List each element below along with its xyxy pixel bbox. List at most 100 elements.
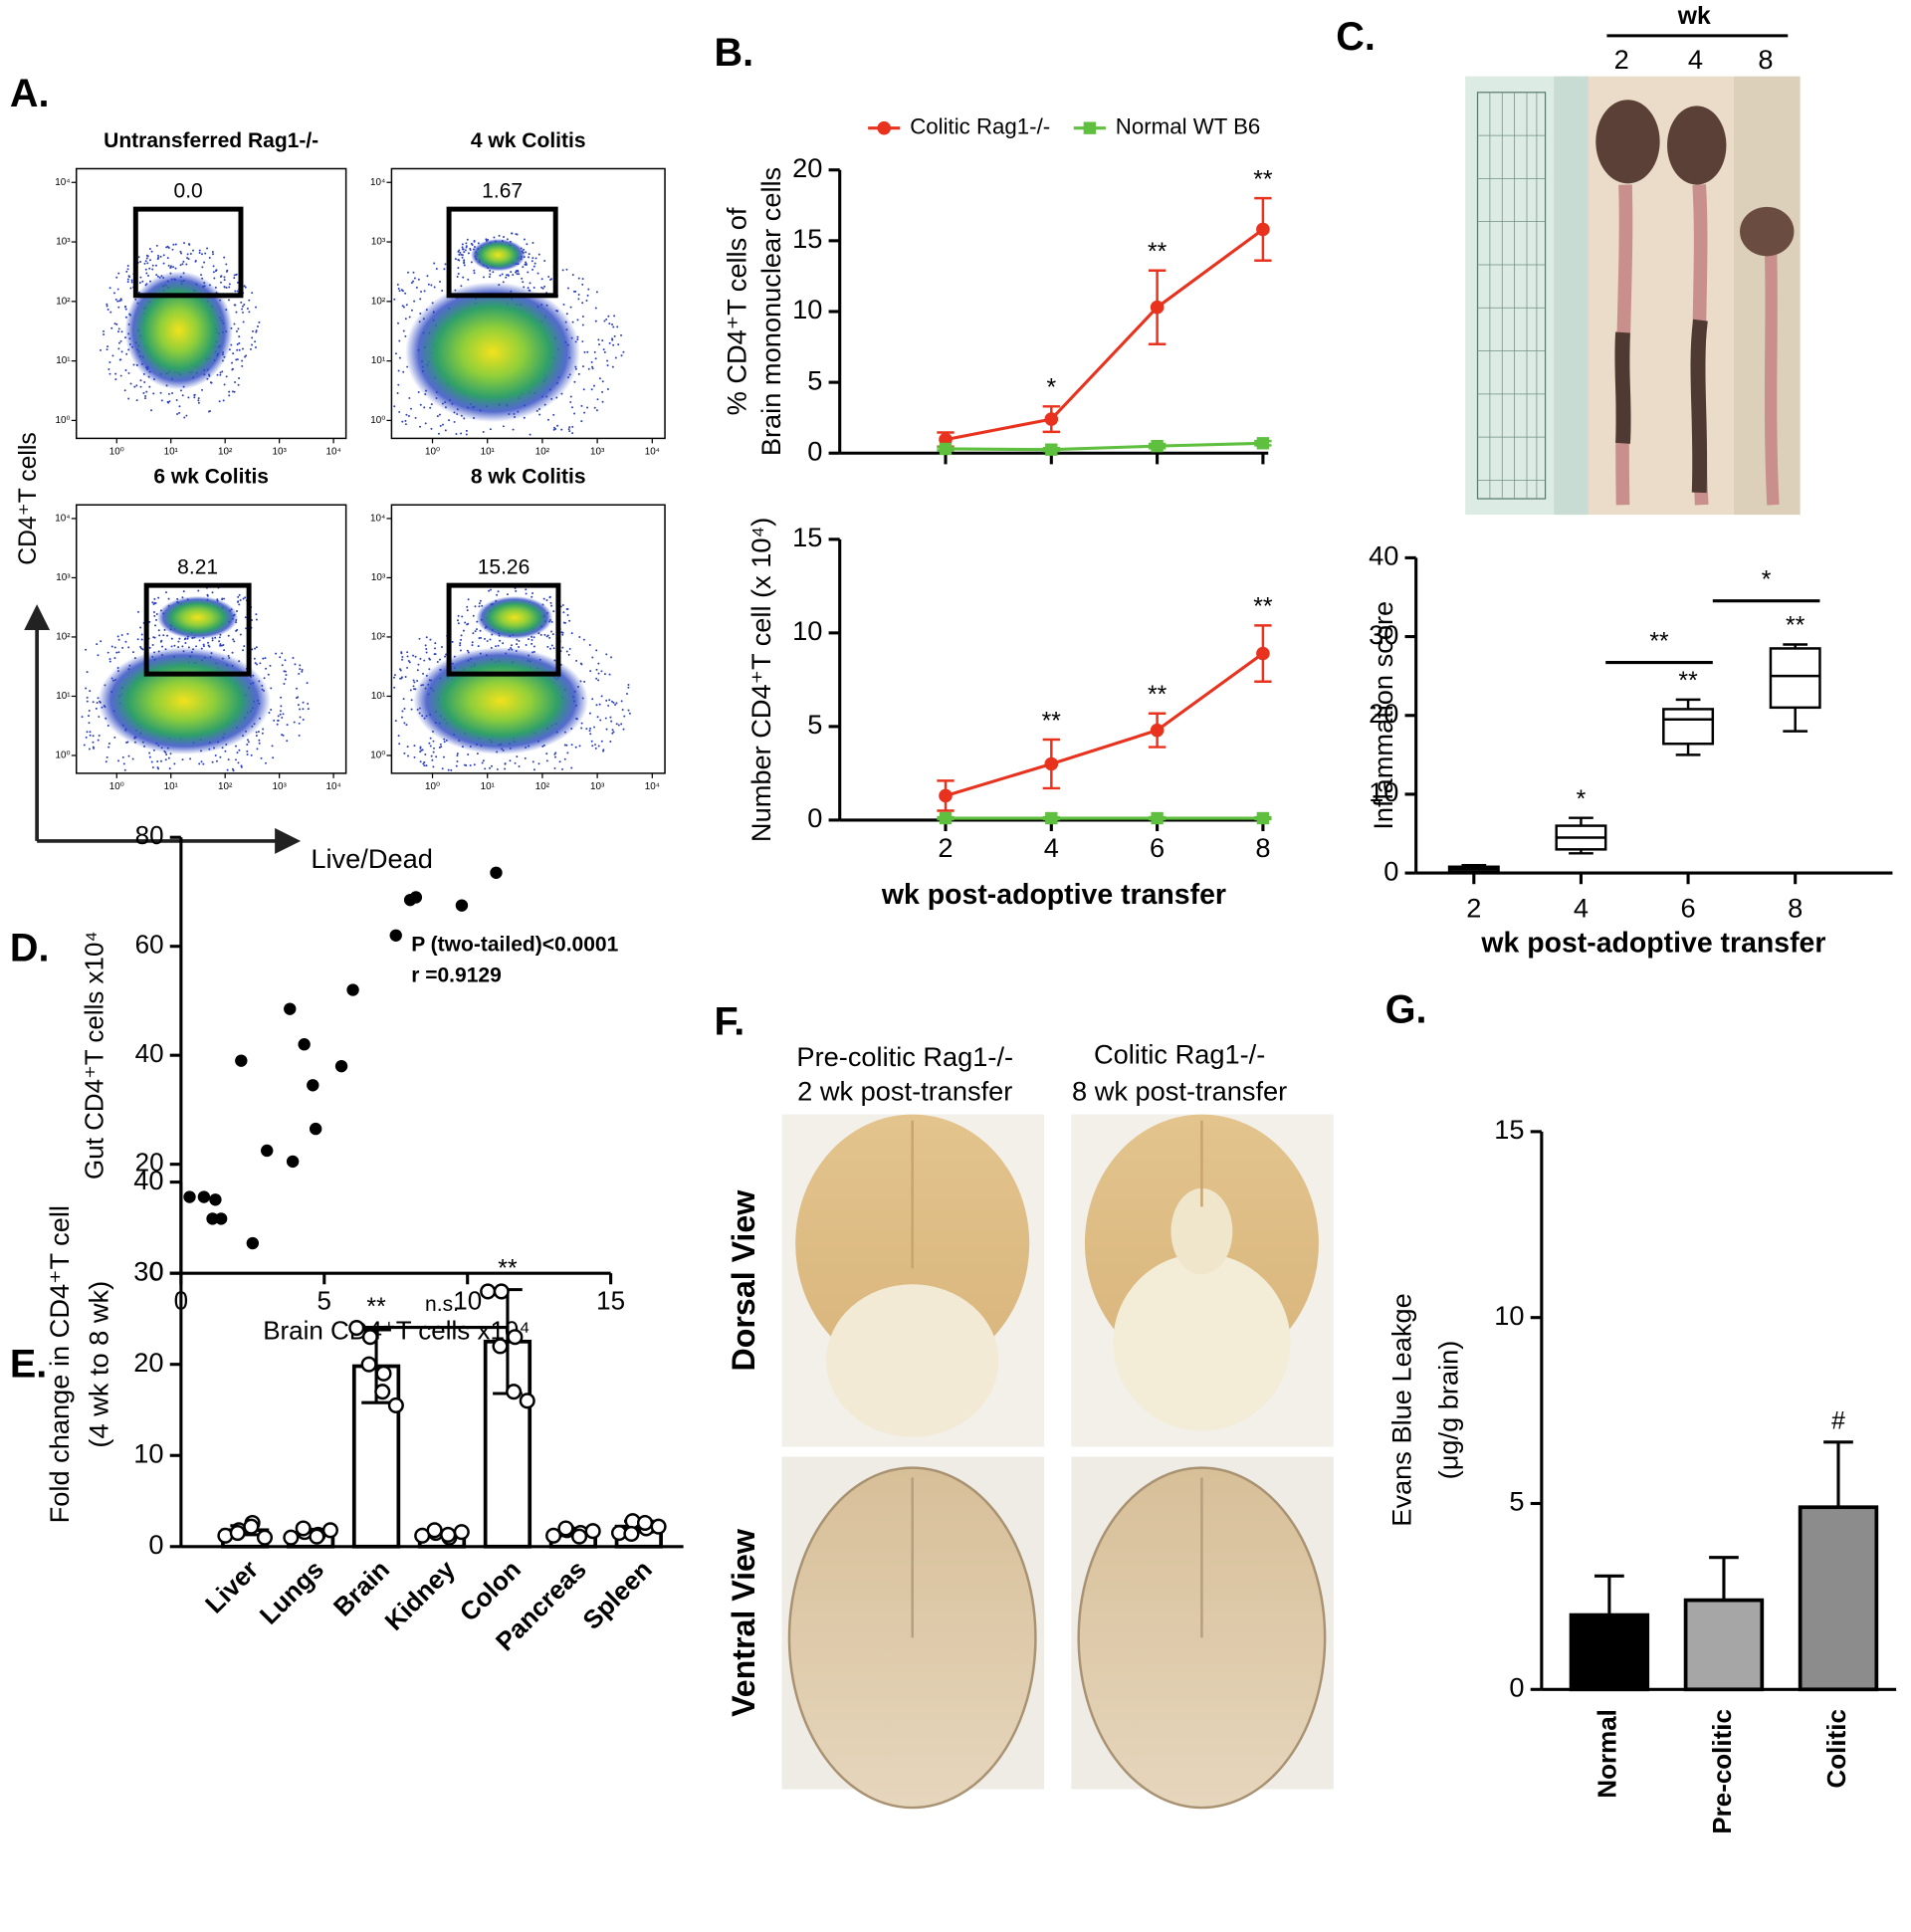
density-dot bbox=[239, 598, 242, 601]
x-tick-label: Spleen bbox=[576, 1554, 657, 1634]
point bbox=[321, 1522, 338, 1539]
density-dot bbox=[611, 365, 614, 368]
density-dot bbox=[157, 256, 160, 259]
y-tick-label: 10¹ bbox=[56, 691, 71, 702]
density-dot bbox=[248, 311, 251, 314]
density-dot bbox=[512, 428, 515, 431]
density-dot bbox=[219, 644, 222, 647]
density-dot bbox=[89, 734, 92, 737]
density-dot bbox=[460, 638, 463, 641]
density-dot bbox=[413, 688, 416, 691]
density-dot bbox=[237, 595, 240, 598]
density-dot bbox=[417, 663, 420, 666]
density-dot bbox=[195, 645, 198, 648]
density-dot bbox=[419, 746, 422, 749]
density-dot bbox=[223, 286, 226, 289]
density-dot bbox=[198, 639, 201, 642]
density-dot bbox=[580, 404, 583, 407]
y-tick-label: 40 bbox=[135, 1038, 164, 1068]
density-dot bbox=[154, 624, 157, 627]
density-dot bbox=[472, 614, 475, 617]
density-dot bbox=[396, 283, 399, 286]
point bbox=[440, 1526, 457, 1543]
y-tick-label: 20 bbox=[792, 152, 822, 183]
density-dot bbox=[404, 423, 407, 426]
y-tick-label: 10² bbox=[56, 296, 71, 307]
density-dot bbox=[459, 642, 462, 645]
density-dot bbox=[422, 762, 425, 765]
density-dot bbox=[457, 267, 460, 270]
density-dot bbox=[600, 695, 603, 698]
density-dot bbox=[223, 597, 226, 600]
density-dot bbox=[453, 420, 456, 423]
density-dot bbox=[209, 410, 212, 412]
density-dot bbox=[497, 590, 500, 593]
density-dot bbox=[443, 268, 446, 271]
density-dot bbox=[611, 700, 613, 703]
density-dot bbox=[250, 753, 253, 756]
density-dot bbox=[593, 350, 596, 353]
x-tick-label: 8 bbox=[1255, 832, 1270, 863]
density-dot bbox=[408, 396, 411, 399]
density-dot bbox=[301, 668, 304, 671]
density-dot bbox=[181, 263, 184, 266]
density-dot bbox=[410, 282, 413, 285]
y-tick-label: 10¹ bbox=[371, 355, 386, 366]
density-dot bbox=[435, 755, 438, 758]
density-dot bbox=[403, 751, 406, 754]
significance: ** bbox=[1253, 166, 1273, 193]
density-dot bbox=[441, 646, 444, 649]
point bbox=[307, 1079, 319, 1092]
density-dot bbox=[113, 657, 116, 660]
density-dot bbox=[293, 721, 296, 724]
panel-letter: C. bbox=[1336, 15, 1376, 59]
density-dot bbox=[237, 600, 240, 603]
density-dot bbox=[244, 596, 247, 599]
density-dot bbox=[223, 279, 226, 282]
point bbox=[1256, 437, 1270, 450]
density-dot bbox=[400, 716, 403, 719]
x-tick-label: 10⁴ bbox=[645, 447, 660, 458]
density-dot bbox=[594, 747, 597, 750]
y-tick-label: 0 bbox=[1383, 855, 1398, 886]
density-dot bbox=[168, 767, 171, 770]
density-dot bbox=[164, 758, 167, 761]
density-dot bbox=[404, 676, 407, 679]
density-dot bbox=[151, 644, 154, 647]
density-dot bbox=[209, 381, 212, 384]
density-dot bbox=[126, 264, 129, 267]
density-dot bbox=[129, 287, 132, 290]
point bbox=[261, 1144, 274, 1158]
density-dot bbox=[551, 633, 554, 636]
density-dot bbox=[612, 701, 615, 704]
y-axis-label: Evans Blue Leakge bbox=[1385, 1293, 1416, 1526]
density-dot bbox=[524, 263, 527, 266]
x-tick-label: 4 bbox=[1574, 892, 1589, 923]
density-dot bbox=[221, 598, 224, 601]
density-dot bbox=[127, 646, 130, 649]
x-tick-label: 10³ bbox=[272, 781, 287, 792]
density-dot bbox=[157, 254, 160, 257]
y-tick-label: 10¹ bbox=[56, 355, 71, 366]
density-dot bbox=[421, 749, 424, 751]
density-dot bbox=[115, 322, 118, 325]
density-dot bbox=[148, 620, 151, 623]
density-dot bbox=[465, 245, 468, 248]
density-dot bbox=[108, 287, 111, 290]
density-dot bbox=[531, 595, 533, 598]
density-dot bbox=[569, 400, 572, 403]
density-dot bbox=[401, 658, 403, 661]
density-dot bbox=[560, 428, 563, 431]
density-dot bbox=[277, 715, 280, 718]
density-dot bbox=[232, 769, 235, 772]
density-dot bbox=[284, 670, 287, 673]
density-dot bbox=[566, 287, 569, 290]
y-tick-label: 40 bbox=[133, 1165, 163, 1195]
density-dot bbox=[481, 761, 484, 764]
density-dot bbox=[107, 742, 110, 745]
density-dot bbox=[456, 760, 459, 763]
density-dot bbox=[473, 269, 476, 272]
density-dot bbox=[235, 273, 238, 276]
density-dot bbox=[107, 746, 110, 749]
density-dot bbox=[413, 300, 416, 303]
